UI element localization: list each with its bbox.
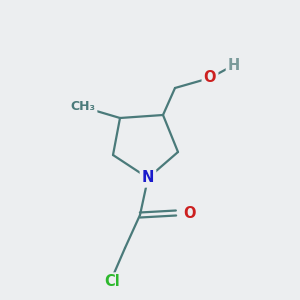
Text: Cl: Cl: [104, 274, 120, 290]
Text: CH₃: CH₃: [70, 100, 95, 113]
Text: O: O: [204, 70, 216, 86]
Text: H: H: [228, 58, 240, 73]
Text: O: O: [184, 206, 196, 220]
Text: N: N: [142, 170, 154, 185]
